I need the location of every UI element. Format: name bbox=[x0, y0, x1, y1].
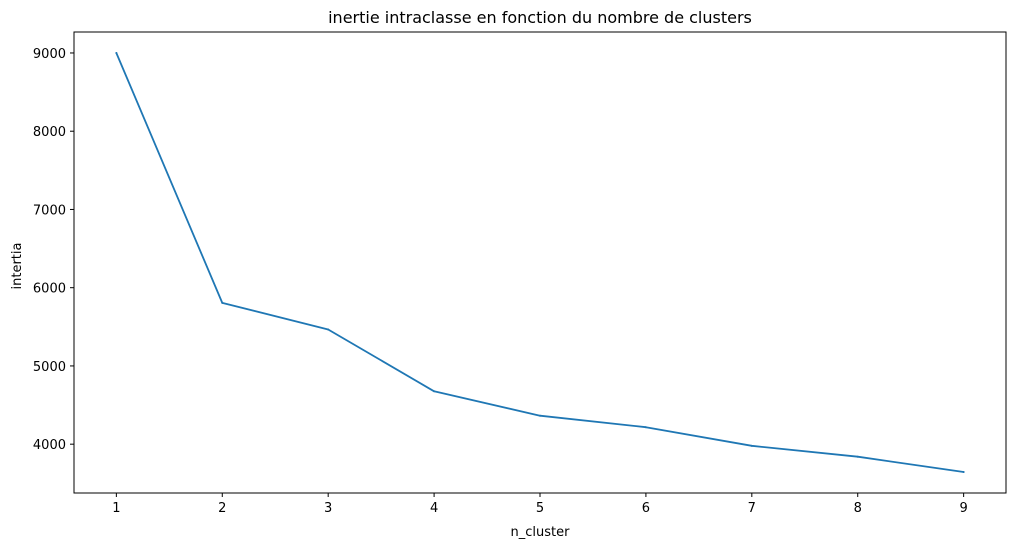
x-tick-label: 9 bbox=[959, 501, 967, 516]
x-tick-label: 4 bbox=[430, 501, 438, 516]
x-tick-label: 5 bbox=[536, 501, 544, 516]
x-tick-label: 3 bbox=[324, 501, 332, 516]
x-axis-label: n_cluster bbox=[511, 525, 571, 540]
data-points bbox=[115, 51, 965, 474]
data-point bbox=[856, 455, 859, 458]
data-point bbox=[750, 444, 753, 447]
data-point bbox=[327, 328, 330, 331]
data-point bbox=[433, 390, 436, 393]
plot-frame bbox=[73, 31, 1007, 494]
data-point bbox=[644, 426, 647, 429]
y-tick-label: 5000 bbox=[33, 360, 66, 375]
x-axis-ticks: 1 2 3 4 5 6 7 8 9 bbox=[112, 493, 968, 516]
x-tick-label: 1 bbox=[112, 501, 120, 516]
y-tick-label: 4000 bbox=[33, 438, 66, 453]
data-point bbox=[962, 471, 965, 474]
x-tick-label: 2 bbox=[218, 501, 226, 516]
y-tick-label: 8000 bbox=[33, 125, 66, 140]
x-tick-label: 7 bbox=[748, 501, 756, 516]
y-axis-ticks: 4000 5000 6000 7000 8000 9000 bbox=[33, 47, 74, 453]
x-tick-label: 8 bbox=[854, 501, 862, 516]
series-line bbox=[115, 52, 965, 473]
data-point bbox=[115, 51, 118, 54]
y-axis-label: intertia bbox=[10, 243, 25, 290]
data-point bbox=[221, 301, 224, 304]
x-tick-label: 6 bbox=[642, 501, 650, 516]
data-point bbox=[539, 414, 541, 417]
y-tick-label: 7000 bbox=[33, 203, 66, 218]
y-tick-label: 6000 bbox=[33, 282, 66, 297]
chart-title: inertie intraclasse en fonction du nombr… bbox=[328, 8, 752, 27]
y-tick-label: 9000 bbox=[33, 47, 66, 62]
